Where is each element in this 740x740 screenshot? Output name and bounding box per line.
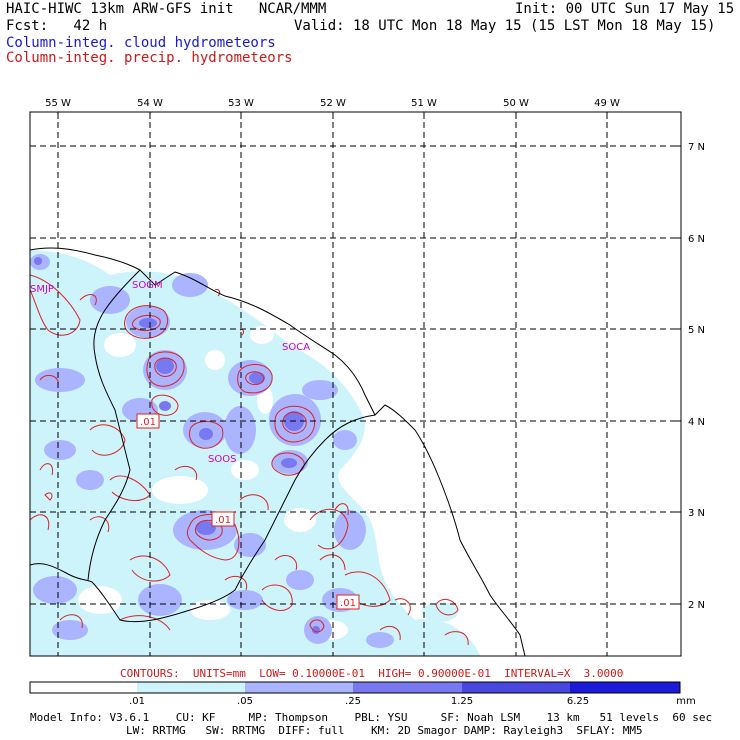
coastline xyxy=(30,247,526,656)
contour-info: CONTOURS: UNITS=mm LOW= 0.10000E-01 HIGH… xyxy=(120,667,624,680)
plot-title: HAIC-HIWC 13km ARW-GFS init NCAR/MMM xyxy=(6,1,327,17)
colorbar-tick: 1.25 xyxy=(451,696,473,707)
lat-lon-grid xyxy=(30,112,681,656)
lat-label: 5 N xyxy=(688,325,705,336)
lon-label: 53 W xyxy=(228,98,254,109)
colorbar-bin xyxy=(30,682,137,693)
lon-label: 54 W xyxy=(137,98,163,109)
colorbar-tick: 6.25 xyxy=(567,696,589,707)
colorbar-bin xyxy=(570,682,680,693)
colorbar-bin xyxy=(353,682,462,693)
lat-label: 2 N xyxy=(688,600,705,611)
lon-label: 49 W xyxy=(594,98,620,109)
station-labels: SMJP SOGM SOCA SOOS xyxy=(30,280,310,465)
lon-label: 52 W xyxy=(320,98,346,109)
init-time: Init: 00 UTC Sun 17 May 15 xyxy=(515,1,735,17)
station-label-soos: SOOS xyxy=(208,454,236,465)
field-cloud-label: Column-integ. cloud hydrometeors xyxy=(6,35,276,51)
colorbar-bin xyxy=(245,682,353,693)
colorbar-tick: .01 xyxy=(129,696,145,707)
contour-label: .01 xyxy=(340,598,356,609)
colorbar-tick: .05 xyxy=(237,696,253,707)
colorbar-bin xyxy=(137,682,245,693)
axis-ticks xyxy=(57,112,681,605)
precip-contours xyxy=(30,274,469,646)
contour-label: .01 xyxy=(140,417,156,428)
colorbar-bin xyxy=(462,682,570,693)
station-label-sogm: SOGM xyxy=(132,280,163,291)
contour-value-labels: .01 .01 .01 xyxy=(136,413,360,610)
lon-label: 50 W xyxy=(503,98,529,109)
lat-label: 6 N xyxy=(688,234,705,245)
colorbar-tick: .25 xyxy=(345,696,361,707)
colorbar-frame xyxy=(29,681,681,694)
lat-label: 4 N xyxy=(688,417,705,428)
forecast-hour: Fcst: 42 h xyxy=(6,18,108,34)
field-shading xyxy=(30,250,480,656)
model-info-line1: Model Info: V3.6.1 CU: KF MP: Thompson P… xyxy=(30,711,713,724)
lat-labels: 7 N 6 N 5 N 4 N 3 N 2 N xyxy=(688,142,705,611)
station-label-soca: SOCA xyxy=(282,342,310,353)
station-label-smjp: SMJP xyxy=(30,284,54,295)
lon-labels: 55 W 54 W 53 W 52 W 51 W 50 W 49 W xyxy=(45,98,620,109)
lat-label: 3 N xyxy=(688,508,705,519)
lon-label: 55 W xyxy=(45,98,71,109)
lat-label: 7 N xyxy=(688,142,705,153)
map-frame xyxy=(29,111,682,657)
colorbar-unit: mm xyxy=(676,696,695,707)
model-info-line2: LW: RRTMG SW: RRTMG DIFF: full KM: 2D Sm… xyxy=(126,724,643,737)
colorbar: .01 .05 .25 1.25 6.25 mm xyxy=(29,681,696,707)
valid-time: Valid: 18 UTC Mon 18 May 15 (15 LST Mon … xyxy=(294,18,716,34)
lon-label: 51 W xyxy=(411,98,437,109)
contour-label: .01 xyxy=(215,515,231,526)
field-precip-label: Column-integ. precip. hydrometeors xyxy=(6,50,293,66)
